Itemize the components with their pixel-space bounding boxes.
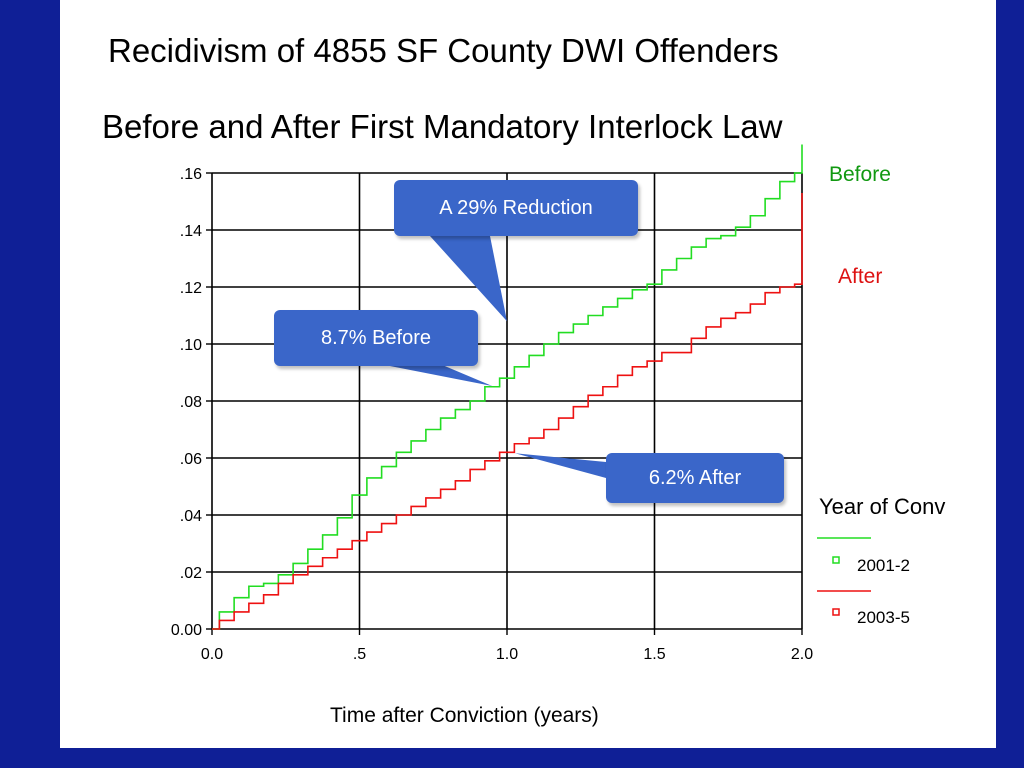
x-tick-label: 0.0 (201, 646, 223, 663)
y-tick-label: 0.00 (171, 622, 202, 639)
legend-swatches (817, 537, 871, 616)
y-tick-label: .16 (180, 166, 202, 183)
legend-label-2001-2: 2001-2 (857, 556, 910, 575)
x-tick-label: .5 (353, 646, 366, 663)
x-tick-label: 1.5 (643, 646, 665, 663)
callout-before: 8.7% Before (274, 310, 478, 366)
x-axis-title: Time after Conviction (years) (330, 704, 599, 727)
y-tick-label: .06 (180, 451, 202, 468)
callout-reduction-pointer (430, 236, 507, 322)
legend-title: Year of Conv (819, 494, 946, 519)
legend-marker-2003-5 (832, 608, 840, 616)
chart-subtitle: Before and After First Mandatory Interlo… (102, 108, 783, 145)
y-tick-label: .02 (180, 565, 202, 582)
y-tick-label: .04 (180, 508, 202, 525)
chart-title: Recidivism of 4855 SF County DWI Offende… (108, 32, 779, 69)
end-label-after: After (838, 265, 883, 288)
y-tick-label: .12 (180, 280, 202, 297)
callout-before-pointer (380, 364, 493, 387)
y-tick-label: .10 (180, 337, 202, 354)
end-label-before: Before (829, 163, 891, 186)
callout-after-pointer (515, 453, 606, 478)
legend-label-2003-5: 2003-5 (857, 608, 910, 627)
x-tick-label: 1.0 (496, 646, 518, 663)
y-tick-label: .14 (180, 223, 202, 240)
callout-reduction: A 29% Reduction (394, 180, 638, 236)
legend-marker-2001-2 (832, 556, 840, 564)
series-line-2001-2 (212, 144, 803, 630)
x-tick-label: 2.0 (791, 646, 813, 663)
y-tick-label: .08 (180, 394, 202, 411)
series-line-2003-5 (212, 192, 803, 630)
slide-background (60, 0, 996, 748)
callout-after: 6.2% After (606, 453, 784, 503)
